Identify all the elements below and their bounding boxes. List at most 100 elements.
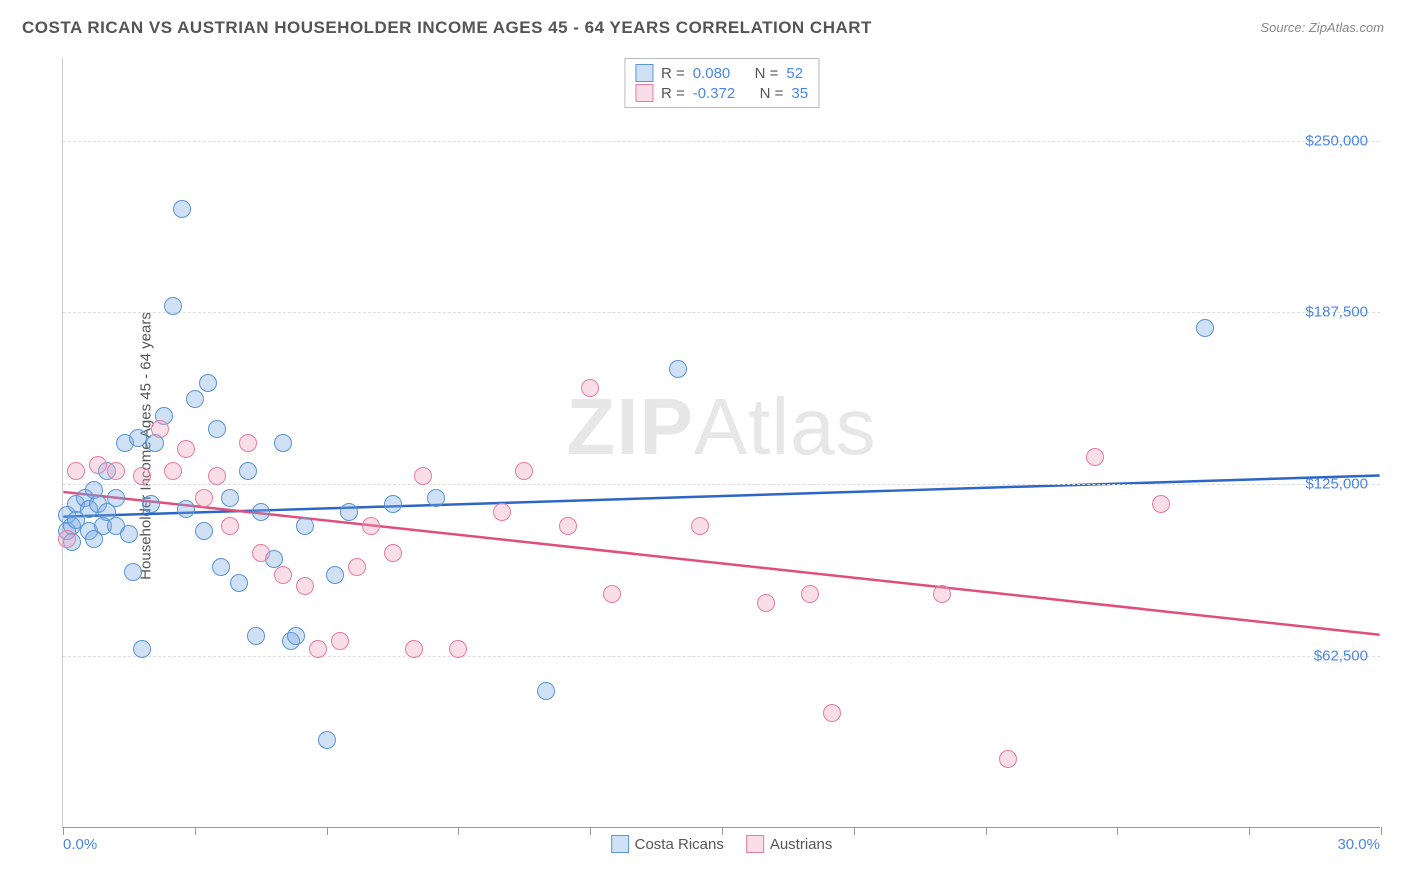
r-label: R = bbox=[661, 85, 685, 102]
scatter-point bbox=[252, 503, 270, 521]
x-tick bbox=[1381, 827, 1382, 835]
scatter-point bbox=[221, 489, 239, 507]
scatter-point bbox=[133, 640, 151, 658]
x-axis-max-label: 30.0% bbox=[1337, 836, 1380, 853]
r-label: R = bbox=[661, 65, 685, 82]
swatch-series-0 bbox=[635, 64, 653, 82]
scatter-point bbox=[296, 517, 314, 535]
scatter-point bbox=[195, 489, 213, 507]
scatter-point bbox=[296, 577, 314, 595]
scatter-point bbox=[208, 467, 226, 485]
scatter-point bbox=[67, 462, 85, 480]
scatter-point bbox=[239, 434, 257, 452]
scatter-point bbox=[318, 731, 336, 749]
scatter-point bbox=[89, 456, 107, 474]
gridline bbox=[63, 484, 1380, 485]
y-tick-label: $187,500 bbox=[1305, 304, 1368, 321]
x-tick bbox=[854, 827, 855, 835]
x-tick bbox=[1249, 827, 1250, 835]
plot-area: ZIPAtlas R = 0.080 N = 52 R = -0.372 N =… bbox=[62, 58, 1380, 828]
scatter-point bbox=[427, 489, 445, 507]
scatter-point bbox=[177, 500, 195, 518]
scatter-point bbox=[348, 558, 366, 576]
scatter-point bbox=[230, 574, 248, 592]
scatter-point bbox=[124, 563, 142, 581]
scatter-point bbox=[212, 558, 230, 576]
scatter-point bbox=[384, 544, 402, 562]
n-label: N = bbox=[760, 85, 784, 102]
scatter-point bbox=[199, 374, 217, 392]
stats-row-series-1: R = -0.372 N = 35 bbox=[635, 83, 808, 103]
scatter-point bbox=[221, 517, 239, 535]
scatter-point bbox=[164, 462, 182, 480]
chart-container: COSTA RICAN VS AUSTRIAN HOUSEHOLDER INCO… bbox=[0, 0, 1406, 892]
scatter-point bbox=[173, 200, 191, 218]
scatter-point bbox=[129, 429, 147, 447]
chart-title: COSTA RICAN VS AUSTRIAN HOUSEHOLDER INCO… bbox=[22, 18, 872, 38]
y-tick-label: $250,000 bbox=[1305, 132, 1368, 149]
legend-item-1: Austrians bbox=[746, 835, 833, 853]
legend-item-0: Costa Ricans bbox=[611, 835, 724, 853]
n-value-1: 35 bbox=[791, 85, 808, 102]
legend-label-1: Austrians bbox=[770, 836, 833, 853]
scatter-point bbox=[362, 517, 380, 535]
scatter-point bbox=[1152, 495, 1170, 513]
scatter-point bbox=[274, 434, 292, 452]
stats-row-series-0: R = 0.080 N = 52 bbox=[635, 63, 808, 83]
legend-swatch-1 bbox=[746, 835, 764, 853]
y-tick-label: $125,000 bbox=[1305, 476, 1368, 493]
scatter-point bbox=[801, 585, 819, 603]
x-tick bbox=[722, 827, 723, 835]
correlation-stats-box: R = 0.080 N = 52 R = -0.372 N = 35 bbox=[624, 58, 819, 108]
scatter-point bbox=[933, 585, 951, 603]
scatter-point bbox=[999, 750, 1017, 768]
swatch-series-1 bbox=[635, 84, 653, 102]
scatter-point bbox=[384, 495, 402, 513]
x-tick bbox=[986, 827, 987, 835]
scatter-point bbox=[449, 640, 467, 658]
scatter-point bbox=[823, 704, 841, 722]
gridline bbox=[63, 141, 1380, 142]
scatter-point bbox=[559, 517, 577, 535]
scatter-point bbox=[120, 525, 138, 543]
r-value-0: 0.080 bbox=[693, 65, 731, 82]
scatter-point bbox=[195, 522, 213, 540]
legend-label-0: Costa Ricans bbox=[635, 836, 724, 853]
n-value-0: 52 bbox=[786, 65, 803, 82]
gridline bbox=[63, 312, 1380, 313]
scatter-point bbox=[239, 462, 257, 480]
scatter-point bbox=[515, 462, 533, 480]
x-tick bbox=[195, 827, 196, 835]
scatter-point bbox=[107, 462, 125, 480]
scatter-point bbox=[177, 440, 195, 458]
trend-lines-svg bbox=[63, 58, 1380, 827]
n-label: N = bbox=[755, 65, 779, 82]
scatter-point bbox=[603, 585, 621, 603]
scatter-point bbox=[247, 627, 265, 645]
x-tick bbox=[63, 827, 64, 835]
scatter-point bbox=[164, 297, 182, 315]
scatter-point bbox=[151, 420, 169, 438]
scatter-point bbox=[340, 503, 358, 521]
legend-swatch-0 bbox=[611, 835, 629, 853]
scatter-point bbox=[107, 489, 125, 507]
series-legend: Costa Ricans Austrians bbox=[611, 835, 833, 853]
scatter-point bbox=[287, 627, 305, 645]
scatter-point bbox=[405, 640, 423, 658]
scatter-point bbox=[142, 495, 160, 513]
scatter-point bbox=[331, 632, 349, 650]
y-tick-label: $62,500 bbox=[1314, 648, 1368, 665]
scatter-point bbox=[186, 390, 204, 408]
scatter-point bbox=[1196, 319, 1214, 337]
scatter-point bbox=[58, 530, 76, 548]
scatter-point bbox=[493, 503, 511, 521]
scatter-point bbox=[414, 467, 432, 485]
scatter-point bbox=[252, 544, 270, 562]
scatter-point bbox=[326, 566, 344, 584]
scatter-point bbox=[309, 640, 327, 658]
x-axis-min-label: 0.0% bbox=[63, 836, 97, 853]
scatter-point bbox=[1086, 448, 1104, 466]
x-tick bbox=[590, 827, 591, 835]
scatter-point bbox=[669, 360, 687, 378]
scatter-point bbox=[537, 682, 555, 700]
